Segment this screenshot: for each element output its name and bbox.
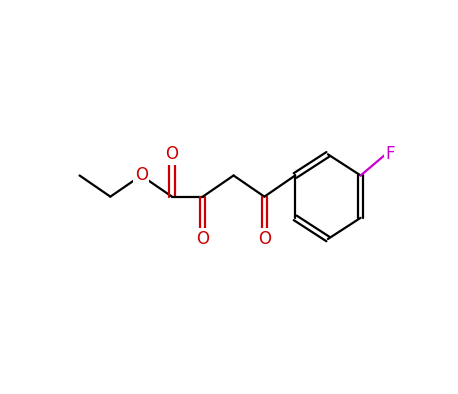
Text: F: F xyxy=(386,145,395,163)
Text: O: O xyxy=(135,167,147,184)
Text: O: O xyxy=(165,145,179,163)
Text: O: O xyxy=(196,230,209,248)
Text: O: O xyxy=(258,230,271,248)
